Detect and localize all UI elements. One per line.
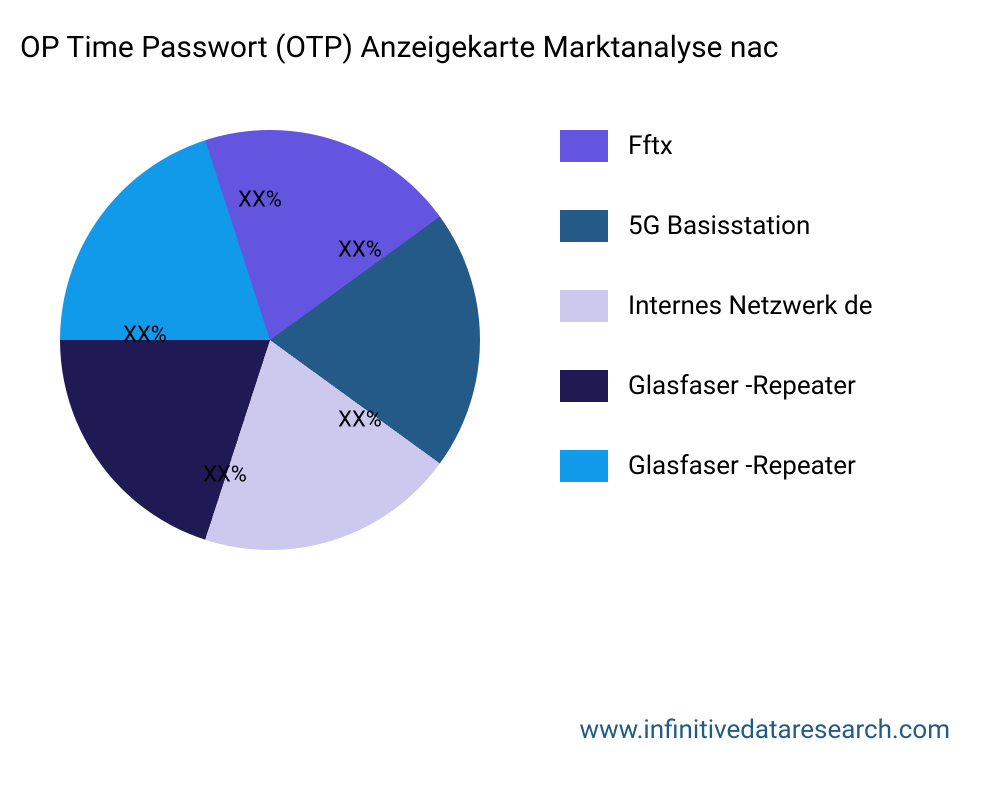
legend-item: Internes Netzwerk de: [560, 290, 873, 322]
legend-item: Glasfaser -Repeater: [560, 370, 873, 402]
slice-label: XX%: [203, 463, 247, 488]
legend-item: Glasfaser -Repeater: [560, 450, 873, 482]
legend-label: Glasfaser -Repeater: [628, 451, 856, 481]
chart-legend: Fftx 5G Basisstation Internes Netzwerk d…: [560, 130, 873, 482]
legend-swatch: [560, 130, 608, 162]
legend-label: Internes Netzwerk de: [628, 291, 873, 321]
legend-label: Fftx: [628, 131, 673, 161]
legend-swatch: [560, 370, 608, 402]
slice-label: XX%: [338, 408, 382, 433]
legend-swatch: [560, 450, 608, 482]
pie-chart: XX% XX% XX% XX% XX%: [60, 130, 480, 550]
chart-title: OP Time Passwort (OTP) Anzeigekarte Mark…: [0, 30, 1000, 65]
legend-swatch: [560, 290, 608, 322]
legend-item: 5G Basisstation: [560, 210, 873, 242]
legend-swatch: [560, 210, 608, 242]
slice-label: XX%: [238, 188, 282, 213]
footer-link[interactable]: www.infinitivedataresearch.com: [580, 715, 950, 745]
legend-label: 5G Basisstation: [628, 211, 810, 241]
slice-label: XX%: [123, 323, 167, 348]
legend-label: Glasfaser -Repeater: [628, 371, 856, 401]
legend-item: Fftx: [560, 130, 873, 162]
slice-label: XX%: [338, 238, 382, 263]
